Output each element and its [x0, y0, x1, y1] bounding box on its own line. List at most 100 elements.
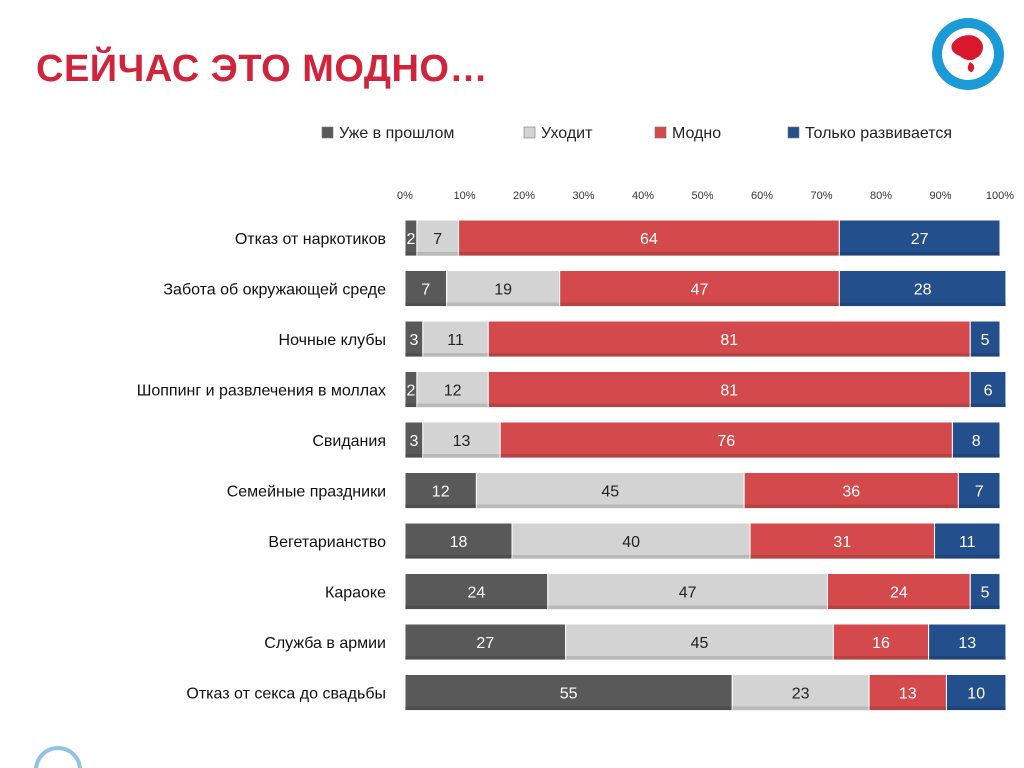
bar-segment [422, 421, 501, 459]
bar-segment [511, 522, 751, 560]
globe-logo-icon [932, 18, 1004, 90]
data-label: 47 [679, 585, 697, 602]
x-tick-label: 20% [513, 190, 535, 202]
data-label: 16 [872, 635, 890, 652]
data-label: 27 [911, 231, 929, 248]
data-label: 13 [958, 635, 976, 652]
bar-segment [458, 219, 840, 257]
x-tick-label: 100% [986, 190, 1014, 202]
bar-shadow [422, 454, 501, 458]
footer-logo-icon [34, 746, 82, 768]
bar-segment [934, 522, 1001, 560]
bar-shadow [446, 302, 560, 307]
data-label: 11 [447, 332, 464, 349]
bar-shadow [565, 656, 834, 660]
data-label: 10 [967, 686, 985, 703]
legend-label: Модно [672, 125, 721, 142]
data-label: 45 [691, 635, 709, 652]
bar-segment [731, 674, 870, 711]
bar-segment [404, 270, 448, 307]
bar-segment [838, 270, 1007, 307]
bar-shadow [458, 252, 840, 256]
bar-shadow [512, 555, 751, 559]
bar-shadow [839, 252, 1000, 256]
x-tick-label: 40% [632, 190, 654, 202]
bar-shadow [869, 706, 947, 711]
bar-segment [547, 573, 828, 610]
data-label: 64 [640, 231, 658, 248]
data-label: 7 [975, 484, 984, 501]
bar-segment [969, 320, 1001, 358]
bar-shadow [732, 706, 870, 711]
bar-segment [404, 472, 477, 509]
bar-segment [928, 623, 1007, 661]
data-label: 7 [421, 282, 430, 299]
data-label: 81 [720, 332, 738, 349]
data-label: 2 [406, 231, 415, 248]
bar-segment [416, 219, 460, 257]
data-label: 11 [959, 534, 976, 551]
bar-shadow [416, 252, 459, 256]
bar-shadow [839, 302, 1006, 307]
category-label: Забота об окружающей среде [163, 282, 386, 299]
bar-shadow [934, 555, 1000, 559]
bar-shadow [970, 605, 1000, 610]
legend-label: Уходит [541, 125, 593, 142]
data-label: 13 [899, 686, 917, 703]
bar-shadow [744, 504, 959, 509]
bar-segment [826, 573, 971, 610]
data-label: 23 [792, 686, 810, 703]
bar-segment [832, 623, 930, 661]
data-label: 6 [984, 383, 993, 400]
legend-swatch [654, 126, 667, 139]
x-tick-label: 50% [691, 190, 713, 202]
data-label: 5 [981, 585, 990, 602]
bar-shadow [970, 353, 1000, 357]
bar-shadow [416, 403, 489, 408]
bar-shadow [405, 504, 477, 509]
bar-shadow [952, 454, 1000, 458]
legend-label: Уже в прошлом [339, 125, 454, 142]
data-label: 12 [432, 484, 450, 501]
bar-shadow [488, 353, 971, 357]
data-label: 28 [914, 282, 932, 299]
data-label: 40 [622, 534, 640, 551]
x-tick-label: 90% [929, 190, 951, 202]
category-label: Семейные праздники [227, 484, 386, 501]
bar-segment [868, 674, 947, 711]
x-tick-label: 60% [751, 190, 773, 202]
bar-shadow [405, 403, 417, 408]
data-label: 24 [890, 585, 908, 602]
category-label: Свидания [312, 433, 386, 450]
data-label: 76 [717, 433, 735, 450]
data-label: 31 [833, 534, 851, 551]
bar-segment [838, 219, 1001, 257]
data-label: 2 [406, 383, 415, 400]
bar-shadow [827, 605, 971, 610]
category-label: Вегетарианство [268, 534, 386, 551]
bar-segment [945, 674, 1007, 711]
bar-segment [487, 320, 971, 358]
legend-swatch [787, 126, 800, 139]
data-label: 36 [842, 484, 860, 501]
bar-segment [957, 472, 1001, 509]
data-label: 3 [409, 433, 418, 450]
bar-shadow [488, 403, 971, 408]
bar-shadow [500, 454, 953, 458]
bar-shadow [547, 605, 828, 610]
category-label: Отказ от секса до свадьбы [186, 686, 386, 703]
x-tick-label: 80% [870, 190, 892, 202]
category-label: Шоппинг и развлечения в моллах [137, 383, 386, 400]
x-tick-label: 70% [810, 190, 832, 202]
data-label: 27 [476, 635, 494, 652]
data-label: 45 [601, 484, 619, 501]
x-tick-label: 30% [572, 190, 594, 202]
bar-segment [487, 371, 971, 408]
bar-shadow [750, 555, 935, 559]
data-label: 8 [972, 433, 981, 450]
data-label: 13 [453, 433, 471, 450]
bar-shadow [476, 504, 745, 509]
bar-shadow [405, 605, 548, 610]
bar-shadow [422, 353, 489, 357]
